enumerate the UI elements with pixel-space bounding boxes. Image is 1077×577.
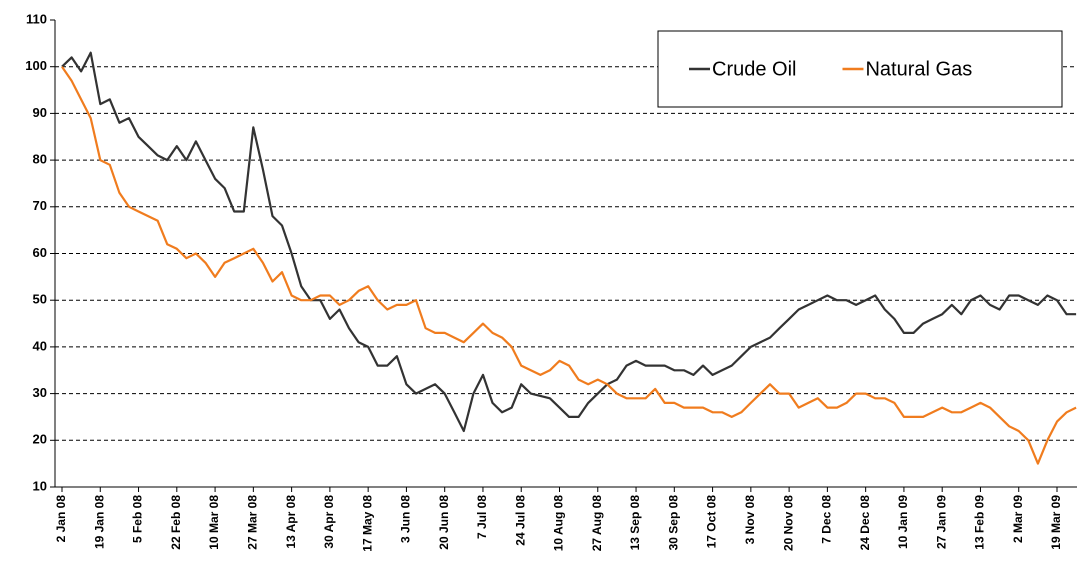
y-tick-label: 80: [33, 152, 47, 167]
legend: Crude Oil Natural Gas: [689, 58, 972, 80]
x-tick-label: 13 Feb 09: [973, 495, 987, 550]
y-tick-label: 20: [33, 432, 47, 447]
data-line: [61, 66, 1077, 465]
x-tick-label: 10 Aug 08: [552, 495, 566, 552]
y-tick-label: 30: [33, 385, 47, 400]
x-tick-label: 24 Dec 08: [858, 495, 872, 551]
x-tick-label: 19 Jan 08: [92, 495, 106, 549]
x-tick-label: 27 Mar 08: [246, 495, 260, 550]
x-tick-label: 7 Jul 08: [475, 495, 489, 539]
x-tick-label: 3 Jun 08: [399, 495, 413, 543]
y-tick-label: 40: [33, 338, 47, 353]
lines: [61, 51, 1077, 465]
x-tick-label: 17 May 08: [360, 495, 374, 552]
grid: [50, 19, 1077, 492]
x-tick-label: 10 Mar 08: [207, 495, 221, 550]
x-tick-label: 2 Mar 09: [1011, 495, 1025, 543]
x-tick-label: 20 Jun 08: [437, 495, 451, 550]
x-tick-label: 13 Apr 08: [284, 495, 298, 549]
y-tick-label: 50: [33, 292, 47, 307]
x-tick-label: 17 Oct 08: [705, 495, 719, 549]
x-tick-label: 27 Aug 08: [590, 495, 604, 552]
x-tick-label: 30 Sep 08: [666, 495, 680, 551]
x-tick-label: 3 Nov 08: [743, 495, 757, 545]
x-tick-label: 24 Jul 08: [513, 495, 527, 546]
y-tick-label: 60: [33, 245, 47, 260]
x-tick-label: 19 Mar 09: [1049, 495, 1063, 550]
x-tick-label: 7 Dec 08: [820, 495, 834, 544]
legend-label: Crude Oil: [712, 58, 796, 80]
x-tick-label: 10 Jan 09: [896, 495, 910, 549]
x-tick-label: 20 Nov 08: [781, 495, 795, 551]
data-line: [61, 51, 1077, 433]
y-tick-label: 100: [25, 58, 47, 73]
legend-label: Natural Gas: [865, 58, 972, 80]
y-tick-label: 90: [33, 105, 47, 120]
x-tick-label: 13 Sep 08: [628, 495, 642, 551]
y-tick-label: 110: [26, 11, 47, 26]
x-tick-label: 5 Feb 08: [131, 495, 145, 543]
x-tick-label: 2 Jan 08: [54, 495, 68, 543]
x-tick-label: 22 Feb 08: [169, 495, 183, 550]
x-tick-label: 27 Jan 09: [934, 495, 948, 549]
x-tick-label: 30 Apr 08: [322, 495, 336, 549]
y-tick-label: 70: [33, 198, 47, 213]
y-tick-label: 10: [33, 478, 47, 493]
